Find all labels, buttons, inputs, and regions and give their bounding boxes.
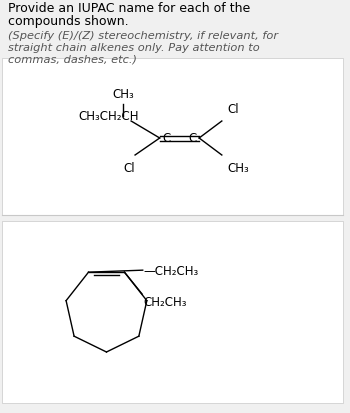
Text: CH₃: CH₃: [228, 161, 250, 175]
Text: CH₃CH₂CH: CH₃CH₂CH: [79, 110, 139, 123]
Text: compounds shown.: compounds shown.: [8, 15, 128, 28]
Text: Cl: Cl: [228, 103, 239, 116]
FancyBboxPatch shape: [2, 59, 343, 216]
Text: Provide an IUPAC name for each of the: Provide an IUPAC name for each of the: [8, 2, 250, 15]
Text: (Specify (E)/(Z) stereochemistry, if relevant, for: (Specify (E)/(Z) stereochemistry, if rel…: [8, 31, 278, 41]
Text: C: C: [163, 131, 171, 144]
Text: commas, dashes, etc.): commas, dashes, etc.): [8, 55, 137, 65]
Text: Cl: Cl: [123, 161, 135, 175]
Text: CH₂CH₃: CH₂CH₃: [143, 295, 187, 309]
FancyBboxPatch shape: [2, 221, 343, 403]
Text: —CH₂CH₃: —CH₂CH₃: [144, 264, 199, 277]
Text: C: C: [188, 131, 196, 144]
Text: straight chain alkenes only. Pay attention to: straight chain alkenes only. Pay attenti…: [8, 43, 260, 53]
Text: CH₃: CH₃: [112, 88, 134, 101]
